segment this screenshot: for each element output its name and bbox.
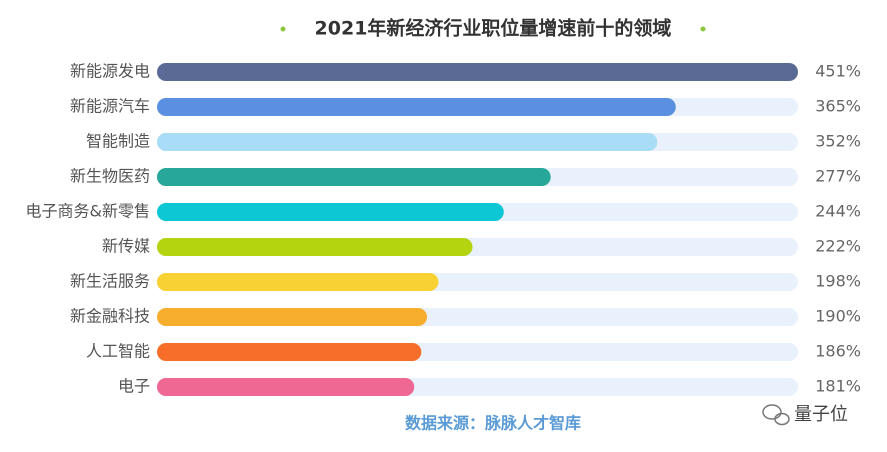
bar bbox=[157, 273, 439, 291]
value-label: 222% bbox=[815, 237, 861, 256]
bar bbox=[157, 98, 676, 116]
bar bbox=[157, 343, 422, 361]
value-label: 365% bbox=[815, 97, 861, 116]
category-label: 新能源发电 bbox=[70, 62, 150, 81]
bar bbox=[157, 378, 415, 396]
category-label: 新生活服务 bbox=[70, 272, 150, 291]
category-label: 新传媒 bbox=[102, 237, 150, 256]
watermark: 量子位 bbox=[794, 404, 848, 425]
value-label: 277% bbox=[815, 167, 861, 186]
bar bbox=[157, 203, 504, 221]
bar bbox=[157, 168, 551, 186]
value-label: 186% bbox=[815, 342, 861, 361]
value-label: 181% bbox=[815, 377, 861, 396]
title-dot bbox=[700, 26, 706, 32]
value-label: 451% bbox=[815, 62, 861, 81]
watermark-icon bbox=[762, 404, 790, 426]
category-label: 新生物医药 bbox=[70, 167, 150, 186]
category-label: 电子 bbox=[118, 377, 150, 396]
category-label: 新能源汽车 bbox=[70, 97, 150, 116]
category-label: 新金融科技 bbox=[70, 307, 150, 326]
bar bbox=[157, 63, 798, 81]
value-label: 198% bbox=[815, 272, 861, 291]
bar bbox=[157, 238, 473, 256]
value-label: 244% bbox=[815, 202, 861, 221]
category-label: 电子商务&新零售 bbox=[26, 202, 150, 221]
bar bbox=[157, 308, 428, 326]
value-label: 352% bbox=[815, 132, 861, 151]
value-label: 190% bbox=[815, 307, 861, 326]
category-label: 智能制造 bbox=[86, 132, 150, 151]
bar bbox=[157, 133, 658, 151]
source: 数据来源：脉脉人才智库 bbox=[405, 414, 581, 433]
category-label: 人工智能 bbox=[86, 342, 150, 361]
title-dot bbox=[280, 26, 286, 32]
chart-title: 2021年新经济行业职位量增速前十的领域 bbox=[315, 17, 672, 40]
